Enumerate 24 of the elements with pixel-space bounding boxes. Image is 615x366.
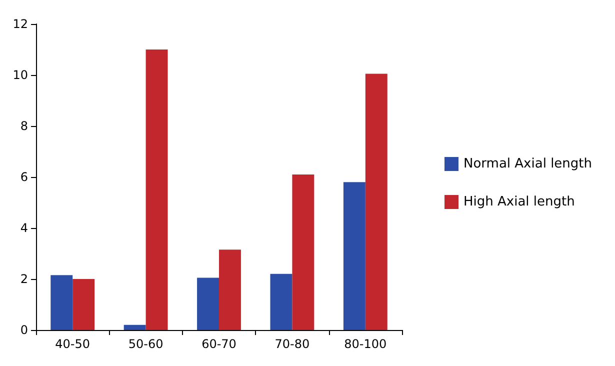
legend-label: Normal Axial length — [463, 156, 592, 172]
y-tick-label: 12 — [12, 17, 28, 31]
y-tick-label: 0 — [20, 323, 28, 337]
bar — [50, 275, 73, 330]
y-tick-label: 6 — [20, 170, 28, 184]
bar — [365, 74, 388, 330]
x-tick-label: 70-80 — [274, 337, 310, 351]
y-tick-label: 8 — [20, 119, 28, 133]
bar — [146, 50, 168, 330]
bar — [197, 278, 219, 330]
legend-label: High Axial length — [463, 194, 575, 210]
y-tick-label: 4 — [20, 221, 28, 235]
x-tick-label: 80-100 — [344, 337, 387, 351]
bar — [292, 174, 314, 330]
bar — [124, 324, 146, 330]
bar — [270, 274, 292, 330]
bar — [72, 279, 95, 330]
y-tick-label: 10 — [12, 68, 28, 82]
x-tick-label: 40-50 — [55, 337, 90, 351]
y-tick-label: 2 — [20, 272, 28, 286]
bar — [343, 182, 366, 330]
bar — [219, 250, 241, 330]
x-tick-label: 60-70 — [202, 337, 236, 351]
x-tick-label: 50-60 — [128, 337, 164, 351]
